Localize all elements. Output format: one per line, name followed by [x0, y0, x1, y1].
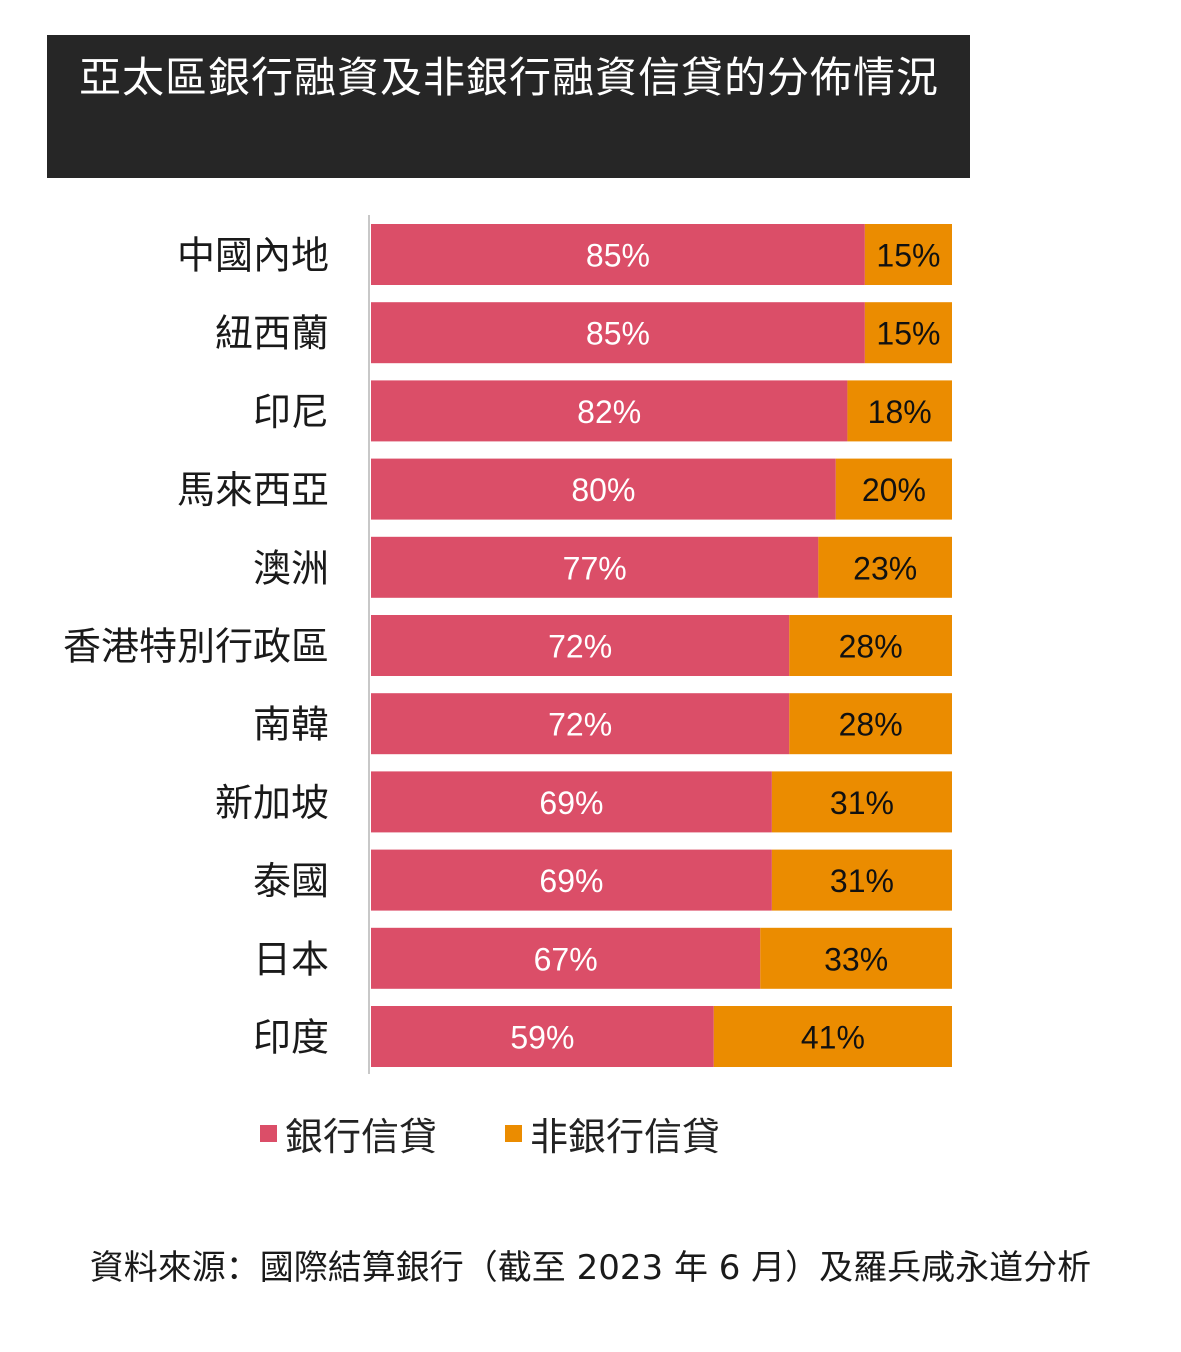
category-label-8: 泰國	[253, 859, 329, 903]
data-label-nonbank-2: 18%	[868, 394, 932, 430]
bar-bank-3	[371, 458, 836, 520]
data-label-nonbank-10: 41%	[801, 1020, 865, 1056]
legend-item-bank: 銀行信貸	[260, 1106, 437, 1161]
data-label-nonbank-5: 28%	[839, 629, 903, 665]
legend-item-nonbank: 非銀行信貸	[505, 1106, 720, 1161]
bar-nonbank-6	[789, 693, 952, 755]
bar-nonbank-5	[789, 615, 952, 676]
data-label-bank-10: 59%	[510, 1020, 574, 1056]
chart-title-banner: 亞太區銀行融資及非銀行融資信貸的分佈情況	[47, 35, 970, 178]
bar-nonbank-3	[835, 458, 952, 520]
data-label-nonbank-3: 20%	[862, 472, 926, 508]
data-label-bank-0: 85%	[586, 238, 650, 274]
data-label-bank-6: 72%	[548, 707, 612, 743]
legend-label-bank: 銀行信貸	[285, 1114, 438, 1159]
category-label-5: 香港特別行政區	[63, 625, 329, 669]
data-label-nonbank-4: 23%	[853, 550, 917, 586]
bar-bank-7	[371, 771, 772, 833]
source-note: 資料來源：國際結算銀行（截至 2023 年 6 月）及羅兵咸永道分析	[89, 1248, 1092, 1288]
category-label-4: 澳洲	[253, 546, 329, 590]
bar-bank-6	[371, 693, 790, 755]
bar-bank-5	[371, 615, 790, 676]
category-label-0: 中國內地	[177, 234, 329, 278]
category-label-9: 日本	[253, 937, 329, 981]
bar-bank-1	[371, 302, 865, 364]
bar-bank-4	[371, 536, 819, 598]
bar-bank-10	[371, 1006, 714, 1067]
legend-label-nonbank: 非銀行信貸	[530, 1114, 721, 1159]
bar-nonbank-7	[771, 771, 952, 833]
bar-bank-9	[371, 927, 761, 989]
bar-nonbank-0	[864, 224, 952, 285]
bar-bank-0	[371, 224, 865, 285]
bar-nonbank-10	[713, 1006, 952, 1067]
legend-swatch-nonbank	[505, 1124, 523, 1142]
bar-nonbank-4	[818, 536, 952, 598]
category-label-10: 印度	[253, 1016, 329, 1060]
data-label-nonbank-8: 31%	[830, 863, 894, 899]
chart-title: 亞太區銀行融資及非銀行融資信貸的分佈情況	[79, 53, 940, 102]
data-label-bank-1: 85%	[586, 316, 650, 352]
data-label-bank-5: 72%	[548, 629, 612, 665]
data-label-nonbank-6: 28%	[839, 707, 903, 743]
data-label-bank-3: 80%	[571, 472, 635, 508]
data-label-bank-9: 67%	[534, 941, 598, 977]
category-label-6: 南韓	[253, 703, 329, 747]
data-label-bank-4: 77%	[563, 550, 627, 586]
bar-bank-2	[371, 380, 848, 442]
category-label-3: 馬來西亞	[177, 468, 329, 512]
legend: 銀行信貸 非銀行信貸	[260, 1106, 788, 1161]
category-label-2: 印尼	[253, 390, 329, 434]
category-label-1: 紐西蘭	[215, 312, 329, 356]
bar-bank-8	[371, 849, 772, 911]
data-label-nonbank-0: 15%	[876, 238, 940, 274]
legend-swatch-bank	[260, 1124, 277, 1142]
data-label-bank-8: 69%	[539, 863, 603, 899]
data-label-nonbank-7: 31%	[830, 785, 894, 821]
category-label-7: 新加坡	[215, 781, 329, 825]
data-label-bank-7: 69%	[539, 785, 603, 821]
bar-nonbank-9	[760, 927, 952, 989]
data-label-bank-2: 82%	[577, 394, 641, 430]
bar-nonbank-8	[771, 849, 952, 911]
bar-nonbank-1	[864, 302, 952, 364]
bar-nonbank-2	[847, 380, 952, 442]
data-label-nonbank-9: 33%	[824, 941, 888, 977]
data-label-nonbank-1: 15%	[876, 316, 940, 352]
